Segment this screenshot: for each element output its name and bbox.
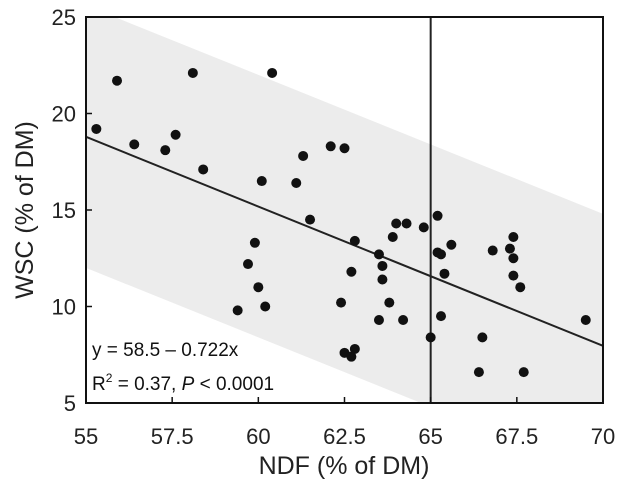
- y-tick-label: 25: [52, 5, 76, 30]
- prediction-band: [86, 17, 603, 403]
- x-tick-label: 55: [74, 424, 98, 449]
- data-point: [580, 315, 591, 326]
- data-point: [373, 249, 384, 260]
- x-tick-label: 57.5: [151, 424, 194, 449]
- x-tick-label: 70: [591, 424, 615, 449]
- data-point: [508, 253, 519, 264]
- data-point: [129, 139, 140, 150]
- x-tick-label: 67.5: [495, 424, 538, 449]
- r2-superscript: 2: [106, 371, 113, 385]
- x-tick-label: 62.5: [323, 424, 366, 449]
- y-tick-label: 15: [52, 198, 76, 223]
- data-point: [518, 367, 529, 378]
- data-point: [170, 129, 181, 140]
- data-point: [477, 332, 488, 343]
- data-point: [473, 367, 484, 378]
- data-point: [112, 75, 123, 86]
- data-point: [504, 243, 515, 254]
- data-point: [373, 315, 384, 326]
- data-point: [339, 143, 350, 154]
- data-point: [260, 301, 271, 312]
- y-tick-label: 5: [64, 391, 76, 416]
- data-point: [346, 351, 357, 362]
- y-axis-title: WSC (% of DM): [11, 121, 39, 299]
- data-point: [425, 332, 436, 343]
- data-point: [508, 270, 519, 281]
- x-axis-title: NDF (% of DM): [259, 452, 430, 480]
- data-point: [253, 282, 264, 293]
- data-point: [232, 305, 243, 316]
- data-point: [387, 232, 398, 243]
- x-tick-label: 60: [246, 424, 270, 449]
- data-point: [249, 237, 260, 248]
- data-point: [242, 259, 253, 270]
- r2-prefix: R: [92, 374, 106, 395]
- data-point: [436, 249, 447, 260]
- data-point: [325, 141, 336, 152]
- x-tick-label: 65: [418, 424, 442, 449]
- data-point: [349, 343, 360, 354]
- r-squared-annotation: R2 = 0.37, P < 0.0001: [92, 371, 274, 395]
- data-point: [439, 268, 450, 279]
- data-point: [398, 315, 409, 326]
- p-symbol: P: [182, 374, 195, 395]
- data-point: [198, 164, 209, 175]
- data-point: [377, 260, 388, 271]
- data-point: [187, 67, 198, 78]
- data-point: [436, 311, 447, 322]
- data-point: [418, 222, 429, 233]
- data-point: [291, 177, 302, 188]
- data-point: [508, 232, 519, 243]
- regression-line: [86, 135, 603, 347]
- data-point: [401, 218, 412, 229]
- data-point: [160, 145, 171, 156]
- data-point: [384, 297, 395, 308]
- data-point: [349, 235, 360, 246]
- data-point: [446, 239, 457, 250]
- data-point: [377, 274, 388, 285]
- data-point: [256, 176, 267, 187]
- data-point: [336, 297, 347, 308]
- r2-value: = 0.37,: [112, 374, 181, 395]
- regression-equation: y = 58.5 – 0.722x: [92, 340, 239, 361]
- data-point: [432, 210, 443, 221]
- data-point: [298, 150, 309, 161]
- data-point: [487, 245, 498, 256]
- data-point: [305, 214, 316, 225]
- data-point: [515, 282, 526, 293]
- p-value: < 0.0001: [194, 374, 274, 395]
- data-point: [391, 218, 402, 229]
- data-point: [346, 266, 357, 277]
- y-tick-label: 10: [52, 295, 76, 320]
- y-tick-label: 20: [52, 102, 76, 127]
- data-point: [91, 123, 102, 134]
- data-point: [267, 67, 278, 78]
